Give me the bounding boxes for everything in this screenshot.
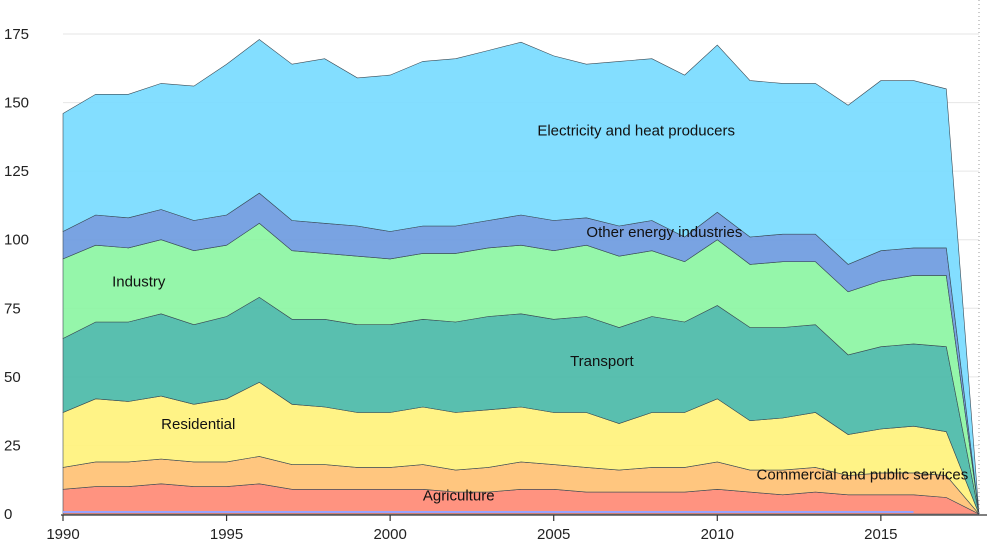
y-tick-label: 50 — [4, 369, 21, 386]
y-tick-label: 125 — [4, 163, 29, 180]
area-electricity-and-heat-producers — [62, 39, 980, 515]
areas — [62, 39, 980, 515]
axes: 0 25 50 75 100 125 150 175 1990 1995 2000 2005 2010 2… — [4, 0, 987, 543]
series-label-agriculture: Agriculture — [423, 487, 495, 504]
y-tick-label: 150 — [4, 95, 29, 112]
x-tick-label: 1995 — [210, 526, 243, 543]
series-label-transport: Transport — [570, 353, 634, 370]
y-tick-label: 175 — [4, 26, 29, 43]
x-tick-label: 1990 — [46, 526, 79, 543]
x-tick-label: 2000 — [373, 526, 406, 543]
y-tick-label: 75 — [4, 300, 21, 317]
series-label-commercial-and-public-services: Commercial and public services — [757, 467, 969, 484]
series-labels: Agriculture Commercial and public service… — [112, 122, 968, 504]
series-label-industry: Industry — [112, 273, 166, 290]
x-tick-label: 2015 — [864, 526, 897, 543]
x-tick-label: 2010 — [701, 526, 734, 543]
y-tick-label: 0 — [4, 506, 12, 523]
x-tick-label: 2005 — [537, 526, 570, 543]
y-tick-label: 25 — [4, 437, 21, 454]
series-label-electricity-and-heat-producers: Electricity and heat producers — [537, 122, 735, 139]
y-tick-label: 100 — [4, 232, 29, 249]
base-band — [63, 511, 914, 513]
series-label-residential: Residential — [161, 416, 235, 433]
series-label-other-energy-industries: Other energy industries — [586, 224, 742, 241]
